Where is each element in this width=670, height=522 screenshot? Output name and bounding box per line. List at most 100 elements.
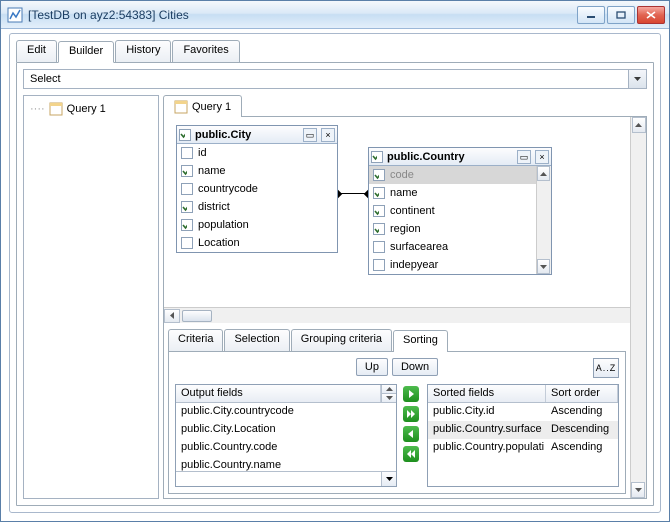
field-row-Location[interactable]: Location <box>177 234 337 252</box>
table-box-city[interactable]: public.City ▭ × id namecountrycode distric… <box>176 125 338 253</box>
up-button[interactable]: Up <box>356 358 388 376</box>
output-spin-up[interactable] <box>381 385 396 394</box>
field-row-name[interactable]: name <box>369 184 536 202</box>
sorted-fields-header: Sorted fields <box>428 385 546 402</box>
tab-criteria[interactable]: Criteria <box>168 329 223 351</box>
table-check-city[interactable] <box>179 129 191 141</box>
tab-favorites[interactable]: Favorites <box>172 40 239 62</box>
window-title: [TestDB on ayz2:54383] Cities <box>28 8 577 22</box>
tree-dots: ···· <box>30 103 45 115</box>
field-check-countrycode[interactable] <box>181 183 193 195</box>
maximize-button[interactable] <box>607 6 635 24</box>
scroll-left-icon[interactable] <box>164 309 180 323</box>
tree-item-query1[interactable]: ···· Query 1 <box>28 100 154 118</box>
sorted-field-name: public.City.id <box>433 405 551 419</box>
output-spin-down[interactable] <box>381 394 396 402</box>
query-tab-1[interactable]: Query 1 <box>163 95 242 117</box>
field-label: code <box>390 169 414 181</box>
field-label: district <box>198 201 230 213</box>
query-tab-label: Query 1 <box>192 101 231 113</box>
az-sort-button[interactable]: A..Z <box>593 358 619 378</box>
tab-selection[interactable]: Selection <box>224 329 289 351</box>
table-box-country[interactable]: public.Country ▭ × codenamecontine <box>368 147 552 275</box>
move-all-right-button[interactable] <box>403 406 419 422</box>
output-field-row[interactable]: public.City.countrycode <box>176 403 396 421</box>
scroll-up-icon[interactable] <box>537 166 550 181</box>
output-field-row[interactable]: public.Country.code <box>176 439 396 457</box>
close-button[interactable] <box>637 6 665 24</box>
minimize-button[interactable] <box>577 6 605 24</box>
table-title-city: public.City <box>195 129 299 141</box>
output-scroll-down[interactable] <box>381 472 396 486</box>
table-close-city[interactable]: × <box>321 128 335 142</box>
scroll-up-icon[interactable] <box>632 117 646 133</box>
move-left-button[interactable] <box>403 426 419 442</box>
diagram-canvas[interactable]: public.City ▭ × idnamecountrycodedistric… <box>164 117 630 307</box>
field-check-id[interactable] <box>181 147 193 159</box>
hscroll-thumb[interactable] <box>182 310 212 322</box>
tab-history[interactable]: History <box>115 40 171 62</box>
field-check-district[interactable] <box>181 201 193 213</box>
transfer-buttons <box>403 384 421 487</box>
table-minimize-city[interactable]: ▭ <box>303 128 317 142</box>
field-check-region[interactable] <box>373 223 385 235</box>
output-field-row[interactable]: public.City.Location <box>176 421 396 439</box>
sorted-field-name: public.Country.populati <box>433 441 551 455</box>
tab-sorting[interactable]: Sorting <box>393 330 448 352</box>
field-row-population[interactable]: population <box>177 216 337 234</box>
field-row-countrycode[interactable]: countrycode <box>177 180 337 198</box>
query-icon <box>174 100 188 114</box>
field-check-code[interactable] <box>373 169 385 181</box>
sorted-field-row[interactable]: public.Country.populatiAscending <box>428 439 618 457</box>
field-label: Location <box>198 237 240 249</box>
table-minimize-country[interactable]: ▭ <box>517 150 531 164</box>
field-row-continent[interactable]: continent <box>369 202 536 220</box>
field-check-surfacearea[interactable] <box>373 241 385 253</box>
down-button[interactable]: Down <box>392 358 438 376</box>
field-row-code[interactable]: code <box>369 166 536 184</box>
table-close-country[interactable]: × <box>535 150 549 164</box>
sorted-field-name: public.Country.surface <box>433 423 551 437</box>
move-right-button[interactable] <box>403 386 419 402</box>
field-label: continent <box>390 205 435 217</box>
tab-grouping[interactable]: Grouping criteria <box>291 329 392 351</box>
field-label: region <box>390 223 421 235</box>
canvas-vscroll[interactable] <box>630 117 646 498</box>
field-check-name[interactable] <box>373 187 385 199</box>
output-field-row[interactable]: public.Country.name <box>176 457 396 471</box>
titlebar: [TestDB on ayz2:54383] Cities <box>1 1 669 29</box>
output-fields-list: Output fields public.City.countrycodepub… <box>175 384 397 487</box>
tree-item-label: Query 1 <box>67 103 106 115</box>
field-check-Location[interactable] <box>181 237 193 249</box>
sorted-field-row[interactable]: public.Country.surfaceDescending <box>428 421 618 439</box>
field-check-continent[interactable] <box>373 205 385 217</box>
scroll-down-icon[interactable] <box>631 482 645 498</box>
field-label: population <box>198 219 249 231</box>
canvas-hscroll[interactable] <box>164 307 646 323</box>
field-row-name[interactable]: name <box>177 162 337 180</box>
builder-pane: Query 1 <box>163 95 647 499</box>
sorting-body: Up Down A..Z Output fields <box>168 351 626 494</box>
window: [TestDB on ayz2:54383] Cities Edit Build… <box>0 0 670 522</box>
scroll-down-icon[interactable] <box>537 259 550 274</box>
table-check-country[interactable] <box>371 151 383 163</box>
field-check-population[interactable] <box>181 219 193 231</box>
field-check-indepyear[interactable] <box>373 259 385 271</box>
query-tree: ···· Query 1 <box>23 95 159 499</box>
tab-edit[interactable]: Edit <box>16 40 57 62</box>
table-title-country: public.Country <box>387 151 513 163</box>
field-row-id[interactable]: id <box>177 144 337 162</box>
sorted-fields-list: Sorted fields Sort order public.City.idA… <box>427 384 619 487</box>
field-row-region[interactable]: region <box>369 220 536 238</box>
move-all-left-button[interactable] <box>403 446 419 462</box>
statement-type-dropdown[interactable] <box>629 69 647 89</box>
sorted-field-row[interactable]: public.City.idAscending <box>428 403 618 421</box>
tab-builder[interactable]: Builder <box>58 41 114 63</box>
sorted-field-order: Ascending <box>551 441 602 455</box>
field-label: id <box>198 147 207 159</box>
field-row-district[interactable]: district <box>177 198 337 216</box>
field-check-name[interactable] <box>181 165 193 177</box>
country-scrollbar[interactable] <box>536 166 551 274</box>
field-row-surfacearea[interactable]: surfacearea <box>369 238 536 256</box>
field-row-indepyear[interactable]: indepyear <box>369 256 536 274</box>
